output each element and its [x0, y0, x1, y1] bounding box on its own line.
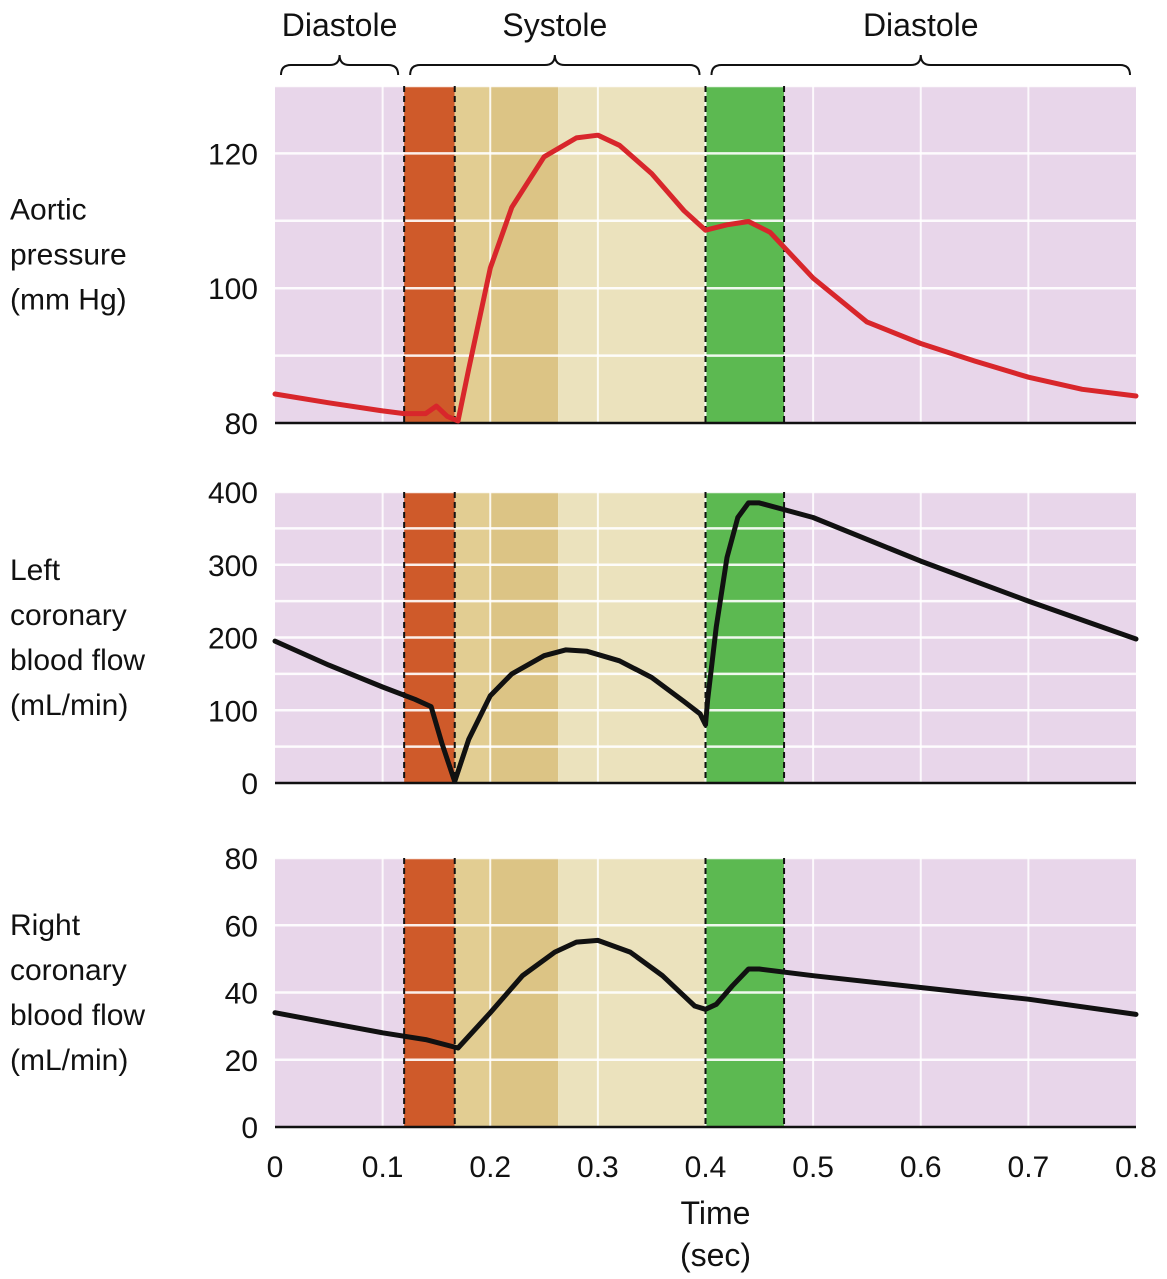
- y-axis-label: Left: [10, 554, 61, 587]
- phase-label: Diastole: [282, 7, 398, 43]
- y-axis-label: (mL/min): [10, 689, 128, 722]
- y-tick-label: 40: [225, 978, 258, 1011]
- phase-brackets: Diastole Systole Diastole: [280, 7, 1131, 76]
- x-tick-label: 0.8: [1115, 1151, 1157, 1184]
- y-axis-label: (mm Hg): [10, 284, 127, 317]
- y-tick-label: 400: [208, 477, 258, 510]
- x-tick-label: 0.1: [362, 1151, 404, 1184]
- y-axis-label: blood flow: [10, 644, 145, 677]
- phase-bracket: [409, 54, 701, 76]
- y-tick-label: 80: [225, 408, 258, 441]
- x-axis-unit: (sec): [680, 1237, 751, 1273]
- y-axis-label: Aortic: [10, 194, 87, 227]
- panel-1: 80 100 120 Aortic pressure (mm Hg): [10, 84, 1139, 441]
- y-axis-label: coronary: [10, 954, 127, 987]
- y-axis-label: (mL/min): [10, 1044, 128, 1077]
- phase-band: [404, 86, 455, 423]
- phase-band: [558, 86, 706, 423]
- y-tick-label: 300: [208, 550, 258, 583]
- y-tick-label: 100: [208, 695, 258, 728]
- y-axis-label: Right: [10, 909, 81, 942]
- y-tick-label: 0: [241, 768, 258, 801]
- y-tick-label: 60: [225, 910, 258, 943]
- x-tick-label: 0.2: [469, 1151, 511, 1184]
- phase-bracket: [280, 54, 400, 76]
- y-tick-label: 120: [208, 138, 258, 171]
- y-axis-label: blood flow: [10, 999, 145, 1032]
- x-tick-label: 0.6: [900, 1151, 942, 1184]
- x-tick-label: 0.4: [685, 1151, 727, 1184]
- x-axis: 0 0.1 0.2 0.3 0.4 0.5 0.6 0.7 0.8 Time (sec): [267, 1151, 1157, 1273]
- panel-3: 0 20 40 60 80 Right coronary blood flow (mL/min): [10, 843, 1139, 1145]
- x-tick-label: 0.7: [1008, 1151, 1050, 1184]
- y-tick-label: 200: [208, 623, 258, 656]
- x-axis-title: Time: [681, 1195, 751, 1231]
- panel-2: 0 100 200 300 400 Left coronary blood flow (mL/m…: [10, 477, 1139, 801]
- phase-label: Diastole: [863, 7, 979, 43]
- y-axis-label: pressure: [10, 239, 127, 272]
- phase-band: [705, 86, 785, 423]
- y-tick-label: 80: [225, 843, 258, 876]
- series-line: [272, 500, 1139, 784]
- y-tick-label: 0: [241, 1112, 258, 1145]
- y-tick-label: 20: [225, 1045, 258, 1078]
- y-axis-label: coronary: [10, 599, 127, 632]
- series-line: [272, 937, 1139, 1051]
- phase-band: [490, 86, 559, 423]
- x-tick-label: 0.3: [577, 1151, 619, 1184]
- phase-label: Systole: [502, 7, 607, 43]
- x-tick-label: 0.5: [792, 1151, 834, 1184]
- x-tick-label: 0: [267, 1151, 284, 1184]
- phase-band: [275, 86, 405, 423]
- phase-bracket: [710, 54, 1131, 76]
- phase-band: [454, 86, 491, 423]
- series-line: [272, 132, 1139, 424]
- y-tick-label: 100: [208, 273, 258, 306]
- phase-band: [784, 86, 1136, 423]
